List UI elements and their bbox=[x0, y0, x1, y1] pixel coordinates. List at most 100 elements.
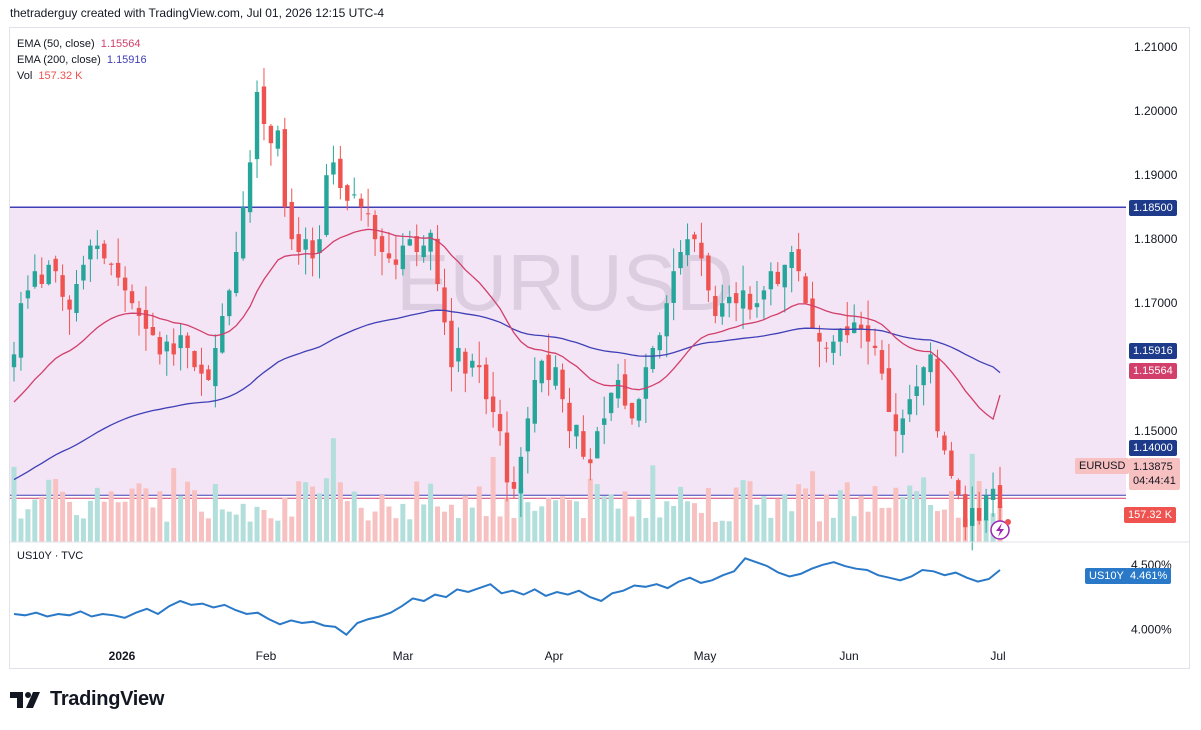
volume-bar bbox=[407, 519, 413, 542]
volume-bar bbox=[705, 487, 711, 542]
time-tick-label: Apr bbox=[545, 649, 564, 663]
volume-bar bbox=[900, 496, 906, 542]
candle-body bbox=[824, 347, 829, 349]
volume-bar bbox=[205, 518, 211, 542]
volume-bar bbox=[171, 467, 177, 542]
volume-bar bbox=[879, 507, 885, 542]
ema200-legend[interactable]: EMA (200, close) 1.15916 bbox=[17, 54, 147, 66]
volume-bar bbox=[310, 486, 316, 542]
volume-bar bbox=[643, 517, 649, 542]
candle-body bbox=[365, 213, 371, 215]
volume-bar bbox=[60, 491, 66, 542]
candle-body bbox=[608, 392, 614, 414]
volume-bar bbox=[893, 487, 899, 542]
volume-bar bbox=[539, 506, 545, 542]
candle-body bbox=[935, 358, 940, 432]
price-tick-label: 1.19000 bbox=[1134, 168, 1178, 182]
candlesticks bbox=[11, 68, 1003, 551]
candle-body bbox=[685, 239, 690, 256]
candle-body bbox=[949, 450, 954, 476]
candle-body bbox=[983, 495, 989, 521]
candle-body bbox=[227, 290, 232, 317]
candle-body bbox=[907, 399, 912, 415]
volume-bar bbox=[157, 491, 163, 542]
candle-body bbox=[865, 325, 871, 342]
candle-body bbox=[483, 364, 489, 400]
volume-bar bbox=[282, 497, 288, 542]
volume-bar bbox=[303, 482, 309, 542]
bar-countdown: 04:44:41 bbox=[1133, 475, 1176, 487]
candle-body bbox=[164, 341, 169, 352]
candle-body bbox=[497, 414, 503, 432]
volume-bar bbox=[872, 486, 878, 542]
indicator-legend: EMA (50, close) 1.15564 EMA (200, close)… bbox=[17, 36, 147, 84]
candle-body bbox=[129, 291, 135, 304]
volume-legend[interactable]: Vol 157.32 K bbox=[17, 70, 83, 82]
symbol-tag: EURUSD bbox=[1075, 458, 1130, 474]
candle-body bbox=[588, 459, 593, 464]
price-axis[interactable]: 1.21000 1.20000 1.19000 1.18000 1.17000 1.150… bbox=[1134, 40, 1178, 438]
yield-tick-label: 4.000% bbox=[1131, 622, 1172, 636]
volume-bar bbox=[379, 495, 385, 542]
candle-body bbox=[358, 198, 364, 208]
candle-body bbox=[414, 236, 419, 252]
volume-bar bbox=[816, 521, 822, 542]
volume-bar bbox=[629, 516, 635, 542]
volume-bar bbox=[740, 480, 746, 542]
price-tick-label: 1.21000 bbox=[1134, 40, 1178, 54]
candle-body bbox=[615, 380, 621, 399]
us10y-value-tag: 4.461% bbox=[1126, 568, 1172, 584]
volume-bar bbox=[150, 507, 156, 542]
candle-body bbox=[845, 326, 850, 336]
candle-body bbox=[560, 369, 565, 400]
volume-bar bbox=[837, 490, 843, 542]
volume-bar bbox=[712, 521, 718, 542]
candle-body bbox=[233, 252, 239, 294]
price-tick-label: 1.20000 bbox=[1134, 104, 1178, 118]
volume-bar bbox=[143, 488, 149, 542]
candle-body bbox=[699, 242, 704, 259]
candle-body bbox=[185, 335, 190, 348]
volume-bar bbox=[421, 504, 427, 542]
candle-body bbox=[289, 202, 294, 240]
candle-body bbox=[470, 360, 475, 368]
candle-body bbox=[900, 418, 905, 435]
volume-bar bbox=[122, 501, 128, 542]
tradingview-logo-icon bbox=[10, 691, 40, 708]
candle-body bbox=[81, 264, 86, 281]
volume-bar bbox=[240, 503, 246, 542]
candle-body bbox=[921, 367, 926, 386]
volume-bar bbox=[476, 486, 482, 542]
candle-body bbox=[706, 255, 711, 291]
lightning-icon[interactable] bbox=[990, 519, 1011, 540]
time-tick-label: Jun bbox=[839, 649, 858, 663]
candle-body bbox=[490, 396, 496, 412]
candle-body bbox=[546, 354, 551, 380]
candle-body bbox=[157, 337, 163, 355]
candle-body bbox=[858, 324, 864, 329]
candle-body bbox=[879, 350, 885, 374]
candle-body bbox=[761, 290, 767, 300]
volume-bar bbox=[448, 504, 454, 542]
candle-body bbox=[643, 367, 649, 399]
volume-bar bbox=[101, 501, 107, 542]
volume-tag: 157.32 K bbox=[1124, 507, 1177, 523]
volume-bar bbox=[164, 521, 170, 542]
candle-body bbox=[109, 263, 114, 265]
time-tick-label: Feb bbox=[256, 649, 277, 663]
candle-body bbox=[976, 507, 982, 521]
candle-body bbox=[581, 431, 586, 457]
volume-bar bbox=[566, 499, 572, 542]
volume-bar bbox=[789, 511, 795, 542]
ema50-legend[interactable]: EMA (50, close) 1.15564 bbox=[17, 38, 141, 50]
volume-bar bbox=[73, 515, 79, 542]
tradingview-logo[interactable]: TradingView bbox=[10, 688, 164, 711]
volume-bar bbox=[810, 471, 816, 542]
us10y-legend[interactable]: US10Y · TVC bbox=[17, 550, 84, 562]
candle-body bbox=[678, 252, 683, 269]
volume-bar bbox=[46, 479, 52, 542]
volume-bar bbox=[455, 518, 461, 542]
candle-body bbox=[775, 271, 781, 284]
time-axis[interactable]: 2026 Feb Mar Apr May Jun Jul bbox=[109, 649, 1006, 663]
